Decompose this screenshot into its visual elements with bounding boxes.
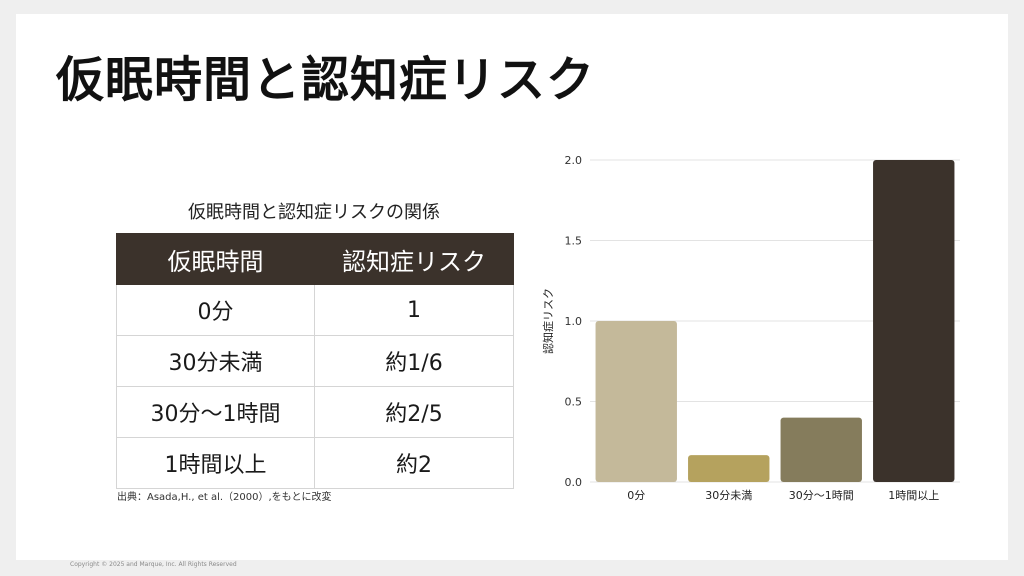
table-cell-nap-time: 30分未満 [116, 335, 315, 387]
chart-y-tick-label: 1.5 [565, 235, 583, 248]
slide-title: 仮眠時間と認知症リスク [56, 52, 596, 108]
risk-table: 仮眠時間 認知症リスク 0分 1 30分未満 約1/6 30分〜1時間 約2/5… [116, 233, 514, 489]
chart-bar [780, 417, 862, 482]
copyright-notice: Copyright © 2025 and Marque, Inc. All Ri… [70, 561, 237, 568]
table-row: 0分 1 [116, 284, 514, 336]
table-cell-nap-time: 30分〜1時間 [116, 386, 315, 438]
chart-x-ticks: 0分 30分未満 30分〜1時間 1時間以上 [627, 489, 939, 502]
table-caption: 仮眠時間と認知症リスクの関係 [188, 202, 440, 223]
table-cell-risk: 約2 [314, 437, 514, 489]
chart-y-ticks: 0.0 0.5 1.0 1.5 2.0 [565, 154, 583, 489]
chart-y-tick-label: 2.0 [565, 154, 583, 167]
table-cell-risk: 約2/5 [314, 386, 514, 438]
chart-y-axis-label: 認知症リスク [541, 288, 555, 354]
chart-bar [688, 455, 770, 482]
table-cell-nap-time: 0分 [116, 284, 315, 336]
chart-x-tick-label: 30分未満 [705, 489, 752, 502]
table-row: 1時間以上 約2 [116, 437, 514, 489]
table-cell-risk: 1 [314, 284, 514, 336]
chart-y-tick-label: 0.0 [565, 476, 583, 489]
chart-y-tick-label: 1.0 [565, 315, 583, 328]
table-header-row: 仮眠時間 認知症リスク [116, 233, 514, 285]
table-cell-nap-time: 1時間以上 [116, 437, 315, 489]
chart-x-tick-label: 30分〜1時間 [789, 489, 854, 502]
chart-bar [595, 321, 677, 482]
chart-x-tick-label: 0分 [627, 489, 645, 502]
chart-bar [873, 160, 955, 482]
source-note: 出典：Asada,H., et al.（2000）,をもとに改変 [117, 492, 332, 503]
chart-x-tick-label: 1時間以上 [888, 489, 939, 502]
chart-bars [595, 160, 955, 482]
bar-chart: 0.0 0.5 1.0 1.5 2.0 0分 30分未満 30分〜1時間 1時間以上 認知症リ… [541, 154, 960, 502]
table-header-nap-time: 仮眠時間 [116, 233, 315, 285]
table-row: 30分未満 約1/6 [116, 335, 514, 387]
table-row: 30分〜1時間 約2/5 [116, 386, 514, 438]
chart-y-tick-label: 0.5 [565, 396, 583, 409]
table-header-dementia-risk: 認知症リスク [314, 233, 514, 285]
table-cell-risk: 約1/6 [314, 335, 514, 387]
